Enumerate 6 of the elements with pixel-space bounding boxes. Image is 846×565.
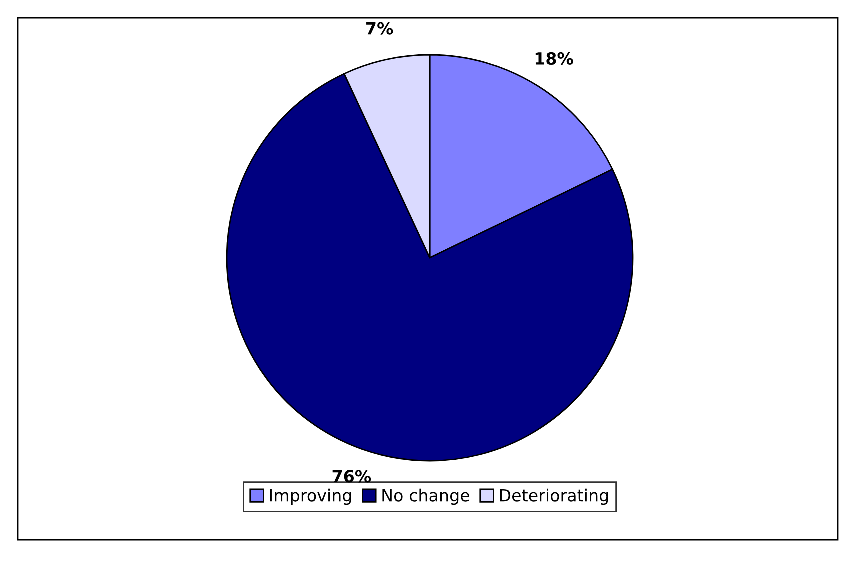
data-label: 7%	[366, 22, 394, 35]
legend-label: No change	[382, 488, 470, 506]
legend-label: Improving	[270, 488, 352, 506]
legend-label: Deteriorating	[500, 488, 608, 506]
data-label: 18%	[536, 52, 574, 66]
data-label: 76%	[332, 470, 372, 483]
